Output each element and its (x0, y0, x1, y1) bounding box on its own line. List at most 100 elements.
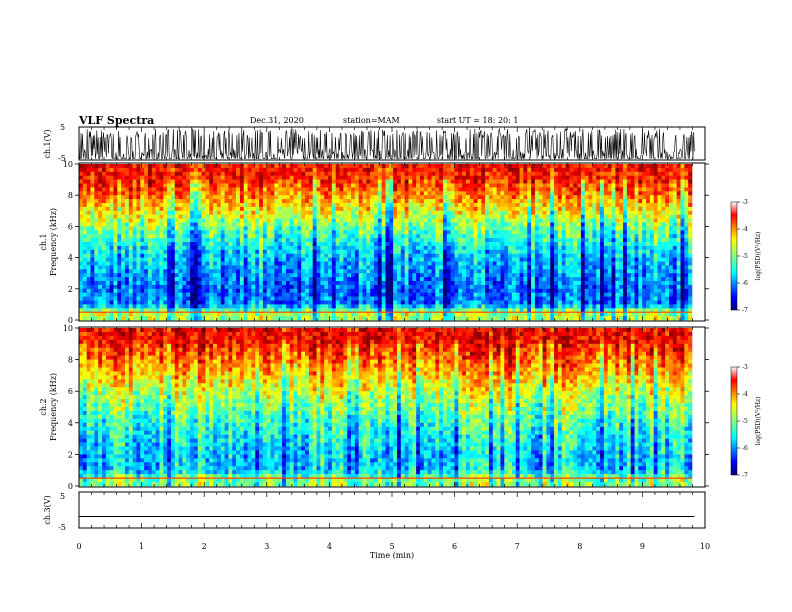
ch1-spectrogram-cell (454, 195, 459, 200)
ch1-spectrogram-cell (676, 230, 681, 235)
ch1-spectrogram-cell (282, 257, 287, 262)
ch1-spectrogram-cell (419, 261, 425, 266)
ch1-spectrogram-cell (224, 175, 229, 180)
ch1-spectrogram-cell (611, 218, 616, 223)
ch1-spectrogram-cell (270, 269, 275, 274)
ch1-spectrogram-cell (619, 183, 624, 188)
ch1-spectrogram-cell (427, 187, 432, 192)
ch1-spectrogram-cell (362, 199, 367, 204)
ch1-spectrogram-cell (661, 281, 666, 286)
ch1-spectrogram-cell (362, 253, 367, 258)
ch1-spectrogram-cell (546, 238, 551, 243)
ch1-spectrogram-cell (669, 195, 674, 200)
ch1-spectrogram-cell (400, 214, 405, 219)
ch1-spectrogram-cell (534, 210, 540, 215)
ch1-spectrogram-cell (557, 269, 563, 274)
ch1-spectrogram-cell (450, 199, 455, 204)
ch1-spectrogram-cell (266, 277, 271, 282)
ch1-spectrogram-cell (374, 203, 379, 208)
ch1-spectrogram-cell (220, 191, 225, 196)
ch1-spectrogram-cell (255, 167, 260, 173)
ch1-spectrogram-cell (201, 265, 206, 270)
ch1-spectrogram-cell (680, 249, 685, 254)
ch1-spectrogram-cell (94, 206, 99, 212)
ch1-spectrogram-cell (178, 195, 183, 200)
ch1-spectrogram-cell (243, 269, 248, 274)
ch1-spectrogram-cell (278, 191, 283, 196)
ch1-spectrogram-cell (523, 191, 528, 196)
ch1-spectrogram-cell (569, 206, 574, 212)
ch1-spectrogram-cell (79, 199, 84, 204)
ch1-spectrogram-cell (308, 226, 314, 231)
ch1-spectrogram-cell (442, 222, 448, 227)
ch1-spectrogram-cell (488, 269, 494, 274)
ch1-spectrogram-cell (465, 222, 471, 227)
ch1-spectrogram-cell (485, 218, 490, 223)
ch1-spectrogram-cell (523, 277, 528, 282)
ch1-spectrogram-cell (278, 187, 283, 192)
ch1-spectrogram-cell (266, 257, 271, 262)
ch1-spectrogram-cell (396, 183, 402, 188)
ch1-spectrogram-cell (665, 277, 670, 282)
ch1-spectrogram-cell (339, 203, 344, 208)
ch1-spectrogram-cell (626, 257, 631, 262)
ch1-spectrogram-cell (485, 245, 490, 251)
ch1-spectrogram-cell (220, 183, 225, 188)
ch1-spectrogram-cell (266, 230, 271, 235)
ch1-spectrogram-cell (554, 269, 559, 274)
ch1-spectrogram-cell (193, 242, 199, 247)
ch1-spectrogram-cell (442, 277, 448, 282)
ch1-spectrogram-cell (144, 167, 149, 173)
ch1-spectrogram-cell (450, 273, 455, 278)
ch1-spectrogram-cell (465, 234, 471, 239)
ch1-spectrogram-cell (669, 234, 674, 239)
ch1-spectrogram-cell (239, 281, 245, 286)
ch1-spectrogram-cell (416, 277, 421, 282)
ch1-spectrogram-cell (274, 273, 279, 278)
ch1-spectrogram-cell (335, 273, 340, 278)
ch1-spectrogram-cell (121, 210, 126, 215)
ch1-spectrogram-cell (305, 257, 310, 262)
ch1-spectrogram-cell (473, 206, 478, 212)
ch1-spectrogram-cell (117, 199, 122, 204)
ch1-spectrogram-cell (278, 222, 283, 227)
ch1-spectrogram-cell (358, 234, 363, 239)
ch1-spectrogram-cell (117, 210, 122, 215)
ch1-spectrogram-cell (377, 261, 382, 266)
ch1-spectrogram-cell (205, 277, 210, 282)
ch1-spectrogram-cell (316, 273, 321, 278)
ch1-spectrogram-cell (182, 222, 187, 227)
ch1-spectrogram-cell (531, 210, 536, 215)
ch1-spectrogram-cell (121, 199, 126, 204)
ch1-spectrogram-cell (98, 242, 103, 247)
ch1-spectrogram-cell (642, 242, 647, 247)
ch1-spectrogram-cell (178, 222, 183, 227)
ch1-spectrogram-cell (136, 183, 141, 188)
ch1-spectrogram-cell (611, 183, 616, 188)
ch1-spectrogram-cell (335, 238, 340, 243)
ch1-spectrogram-cell (243, 187, 248, 192)
ch1-spectrogram-cell (688, 179, 693, 184)
ch1-spectrogram-cell (182, 187, 187, 192)
ch1-spectrogram-cell (393, 214, 398, 219)
ch1-spectrogram-cell (328, 187, 333, 192)
ch1-spectrogram-cell (550, 253, 555, 258)
ch1-spectrogram-cell (147, 234, 153, 239)
ch1-spectrogram-cell (335, 277, 340, 282)
ch1-spectrogram-cell (144, 284, 149, 290)
ch1-spectrogram-cell (603, 199, 609, 204)
ch1-spectrogram-cell (442, 187, 448, 192)
ch1-spectrogram-cell (419, 265, 425, 270)
ch1-spectrogram-cell (446, 253, 451, 258)
ch1-spectrogram-cell (220, 214, 225, 219)
ch1-spectrogram-cell (385, 249, 390, 254)
ch1-spectrogram-cell (511, 218, 517, 223)
ch1-spectrogram-cell (239, 171, 245, 176)
ch1-spectrogram-cell (324, 203, 329, 208)
ch1-spectrogram-cell (565, 167, 570, 173)
ch1-spectrogram-cell (213, 238, 218, 243)
ch1-spectrogram-cell (213, 253, 218, 258)
ch1-spectrogram-cell (328, 273, 333, 278)
ch1-spectrogram-cell (293, 238, 298, 243)
ch1-spectrogram-cell (182, 277, 187, 282)
